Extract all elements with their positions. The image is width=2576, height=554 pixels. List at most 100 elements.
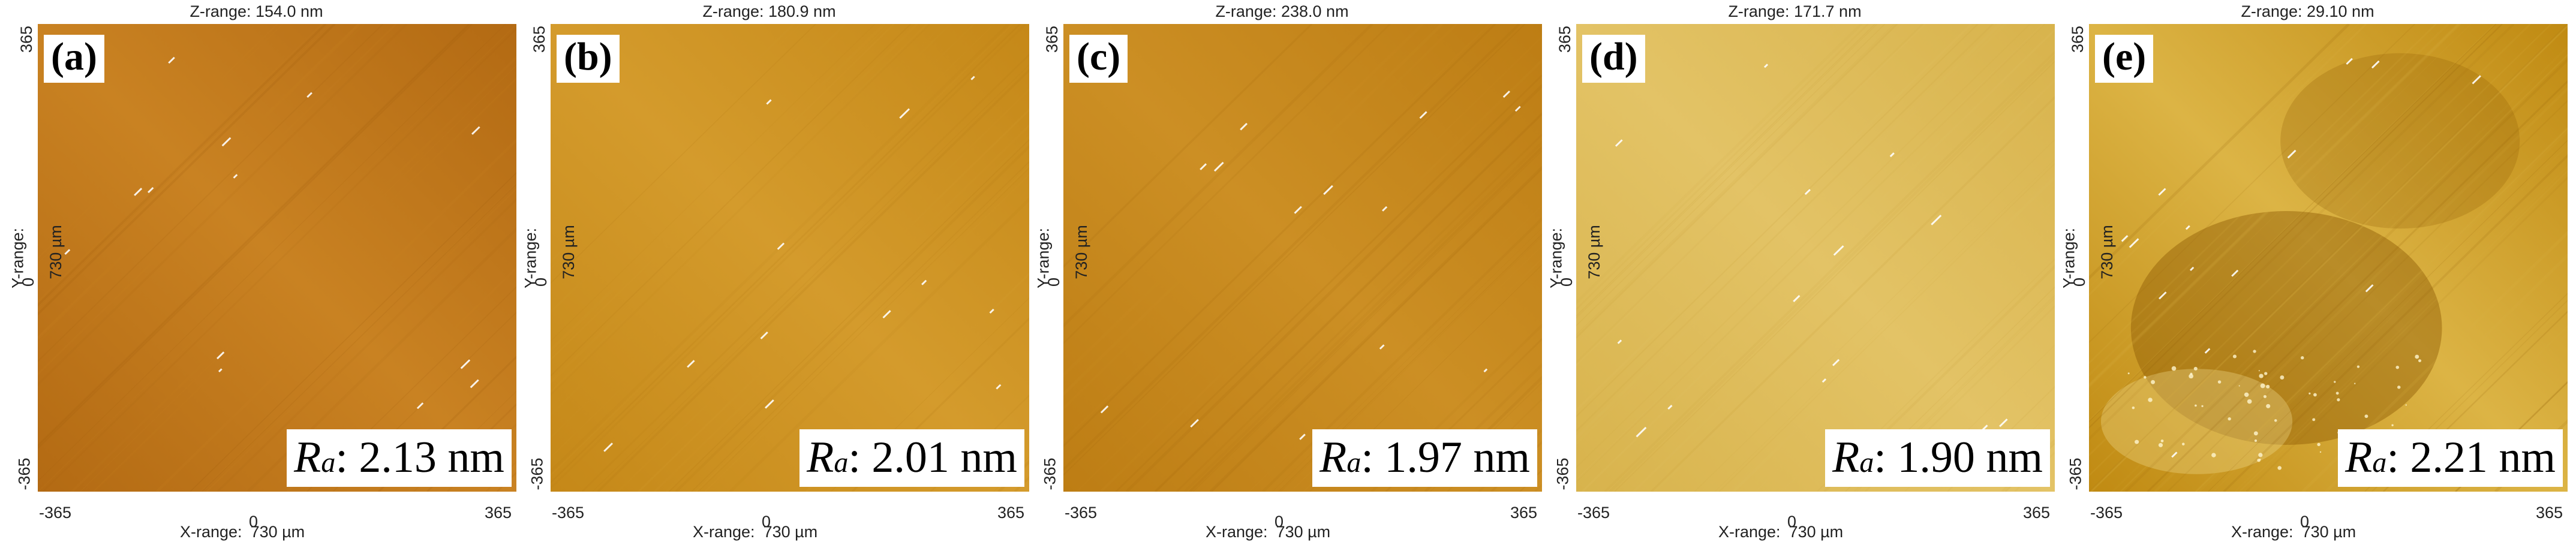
z-range-label: Z-range: 180.9 nm: [702, 2, 836, 20]
y-tick-top: 365: [17, 25, 36, 53]
x-axis-range-value: 730 µm: [1789, 523, 1844, 541]
x-axis-label: X-range: 730 µm: [180, 523, 305, 541]
panel-letter: (d): [1582, 35, 1645, 83]
y-tick-top: 365: [530, 25, 549, 53]
x-tick-zero: 0: [762, 513, 771, 531]
afm-panel: Z-range: 171.7 nm (d) Ra: 1.90 nm 365: [1538, 0, 2055, 554]
afm-panel: Z-range: 154.0 nm (a) Ra: 2.13 nm 365: [0, 0, 516, 554]
x-tick-right: 365: [2536, 504, 2563, 522]
y-axis-label: Y-range:: [8, 227, 27, 289]
y-tick-bottom: -365: [2066, 457, 2085, 490]
x-tick-zero: 0: [1275, 513, 1284, 531]
x-axis-label: X-range: 730 µm: [693, 523, 817, 541]
afm-surface-image: (c) Ra: 1.97 nm: [1063, 24, 1542, 492]
ra-symbol: R: [1832, 433, 1860, 482]
x-axis-label: X-range: 730 µm: [1206, 523, 1330, 541]
afm-height-map: [1063, 24, 1542, 492]
x-tick-right: 365: [1510, 504, 1538, 522]
y-tick-top: 365: [1043, 25, 1062, 53]
z-range-label: Z-range: 238.0 nm: [1215, 2, 1349, 20]
ra-subscript: a: [1346, 447, 1361, 478]
afm-surface-image: (a) Ra: 2.13 nm: [38, 24, 516, 492]
x-axis-range-value: 730 µm: [2301, 523, 2356, 541]
ra-value: : 2.21 nm: [2386, 433, 2556, 482]
x-axis-label-text: X-range:: [1718, 523, 1781, 541]
y-tick-zero: 0: [532, 277, 551, 287]
afm-panel: Z-range: 238.0 nm (c) Ra: 1.97 nm 365: [1026, 0, 1542, 554]
ra-value: : 1.90 nm: [1874, 433, 2043, 482]
ra-value: : 1.97 nm: [1361, 433, 1530, 482]
afm-surface-image: (d) Ra: 1.90 nm: [1576, 24, 2055, 492]
x-axis-label-text: X-range:: [1206, 523, 1268, 541]
y-tick-bottom: -365: [528, 457, 546, 490]
ra-subscript: a: [1859, 447, 1874, 478]
y-axis-range-value: 730 µm: [559, 225, 578, 279]
x-tick-left: -365: [552, 504, 585, 522]
afm-height-map: [38, 24, 516, 492]
afm-panel: Z-range: 180.9 nm (b) Ra: 2.01 nm 365: [513, 0, 1029, 554]
y-tick-top: 365: [2069, 25, 2087, 53]
ra-symbol: R: [2345, 433, 2373, 482]
z-range-label: Z-range: 154.0 nm: [190, 2, 323, 20]
ra-subscript: a: [834, 447, 849, 478]
afm-height-map: [2089, 24, 2568, 492]
panel-letter: (c): [1069, 35, 1128, 83]
y-axis-range-value: 730 µm: [46, 225, 65, 279]
afm-height-map: [1576, 24, 2055, 492]
x-tick-left: -365: [39, 504, 72, 522]
ra-symbol: R: [807, 433, 834, 482]
x-axis-label-text: X-range:: [2231, 523, 2294, 541]
panel-letter: (a): [44, 35, 104, 83]
ra-subscript: a: [321, 447, 336, 478]
x-tick-zero: 0: [249, 513, 258, 531]
ra-subscript: a: [2372, 447, 2387, 478]
afm-height-map: [551, 24, 1029, 492]
x-axis-label-text: X-range:: [180, 523, 242, 541]
x-tick-right: 365: [2023, 504, 2051, 522]
x-axis-label-text: X-range:: [693, 523, 755, 541]
y-axis-label: Y-range:: [2060, 227, 2078, 289]
y-tick-zero: 0: [19, 277, 38, 287]
x-axis-range-value: 730 µm: [1276, 523, 1331, 541]
roughness-label: Ra: 1.97 nm: [1312, 429, 1537, 487]
panel-letter: (b): [557, 35, 620, 83]
x-tick-zero: 0: [2300, 513, 2310, 531]
x-axis-label: X-range: 730 µm: [2231, 523, 2356, 541]
x-axis-label: X-range: 730 µm: [1718, 523, 1843, 541]
x-tick-left: -365: [1065, 504, 1098, 522]
roughness-label: Ra: 2.13 nm: [287, 429, 512, 487]
ra-value: : 2.01 nm: [848, 433, 1017, 482]
x-axis-range-value: 730 µm: [763, 523, 818, 541]
y-tick-bottom: -365: [15, 457, 34, 490]
z-range-label: Z-range: 171.7 nm: [1728, 2, 1862, 20]
y-axis-label: Y-range:: [521, 227, 540, 289]
y-axis-label: Y-range:: [1547, 227, 1565, 289]
z-range-label: Z-range: 29.10 nm: [2241, 2, 2374, 20]
y-tick-top: 365: [1556, 25, 1574, 53]
y-tick-bottom: -365: [1041, 457, 1059, 490]
x-axis-range-value: 730 µm: [250, 523, 305, 541]
x-tick-right: 365: [485, 504, 512, 522]
afm-surface-image: (e) Ra: 2.21 nm: [2089, 24, 2568, 492]
roughness-label: Ra: 2.01 nm: [799, 429, 1024, 487]
y-axis-label: Y-range:: [1034, 227, 1053, 289]
roughness-label: Ra: 1.90 nm: [1825, 429, 2050, 487]
x-tick-zero: 0: [1787, 513, 1797, 531]
afm-panel: Z-range: 29.10 nm (e): [2051, 0, 2568, 554]
x-tick-left: -365: [1577, 504, 1610, 522]
y-tick-zero: 0: [1045, 277, 1063, 287]
y-axis-range-value: 730 µm: [2097, 225, 2116, 279]
afm-surface-image: (b) Ra: 2.01 nm: [551, 24, 1029, 492]
x-tick-left: -365: [2090, 504, 2123, 522]
y-axis-range-value: 730 µm: [1585, 225, 1603, 279]
y-tick-bottom: -365: [1553, 457, 1572, 490]
ra-symbol: R: [294, 433, 321, 482]
panel-letter: (e): [2095, 35, 2154, 83]
y-axis-range-value: 730 µm: [1072, 225, 1090, 279]
y-tick-zero: 0: [2070, 277, 2089, 287]
ra-value: : 2.13 nm: [335, 433, 504, 482]
x-tick-right: 365: [997, 504, 1025, 522]
ra-symbol: R: [1319, 433, 1347, 482]
roughness-label: Ra: 2.21 nm: [2338, 429, 2563, 487]
y-tick-zero: 0: [1558, 277, 1576, 287]
